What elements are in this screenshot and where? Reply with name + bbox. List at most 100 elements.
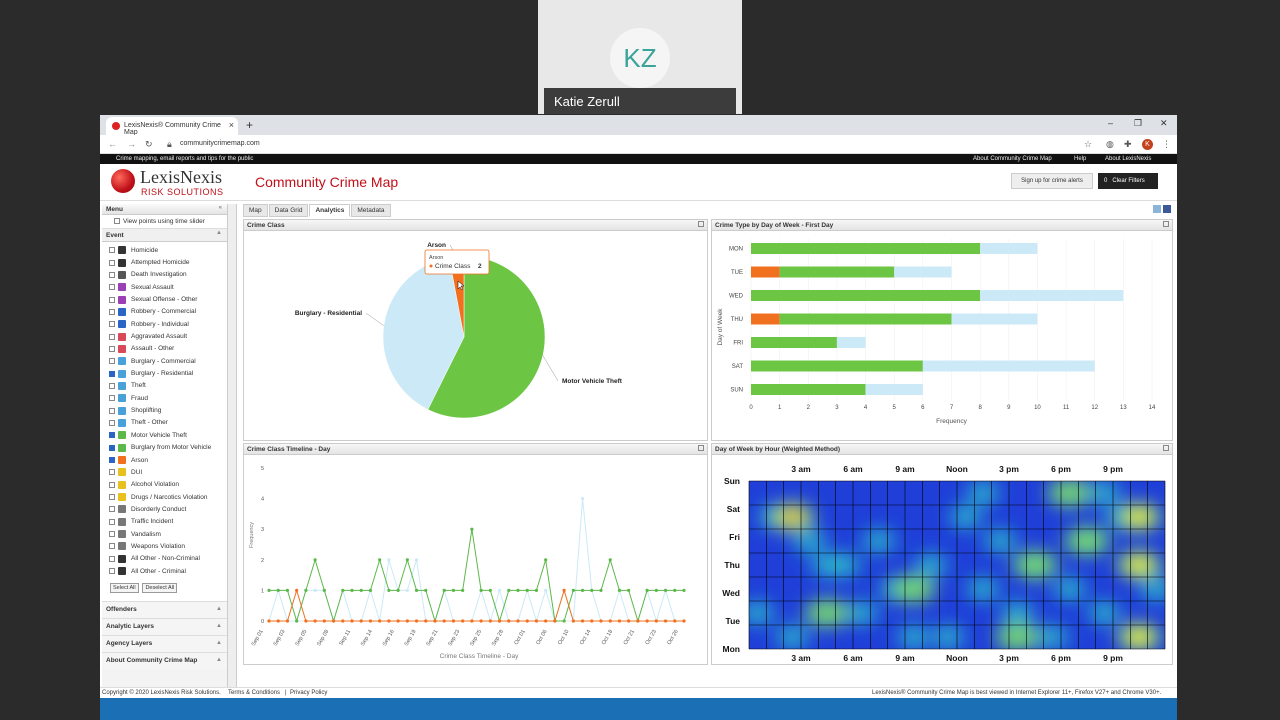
maximize-icon[interactable]	[698, 445, 704, 451]
event-item[interactable]: Motor Vehicle Theft	[102, 429, 227, 441]
section-analytic-layers[interactable]: Analytic Layers ▲	[102, 618, 227, 636]
event-item[interactable]: Attempted Homicide	[102, 256, 227, 268]
maximize-button[interactable]: ❐	[1134, 118, 1143, 128]
event-item[interactable]: Weapons Violation	[102, 540, 227, 552]
event-item[interactable]: Theft	[102, 380, 227, 392]
event-checkbox[interactable]	[109, 407, 115, 414]
deselect-all-button[interactable]: Deselect All	[142, 583, 178, 594]
event-checkbox[interactable]	[109, 432, 115, 439]
event-item[interactable]: Arson	[102, 454, 227, 466]
reload-icon[interactable]: ↻	[145, 139, 153, 149]
event-item[interactable]: Aggravated Assault	[102, 330, 227, 342]
section-offenders[interactable]: Offenders ▲	[102, 601, 227, 619]
privacy-link[interactable]: Privacy Policy	[290, 690, 328, 696]
crime-alerts-button[interactable]: Sign up for crime alerts	[1011, 173, 1093, 189]
event-checkbox[interactable]	[109, 308, 115, 315]
day-hour-heatmap[interactable]: Sun Sat Fri Thu Wed Tue Mon 3 am 3 am 6 am 6 am 9 a…	[712, 455, 1172, 665]
event-checkbox[interactable]	[109, 444, 115, 451]
tab-analytics[interactable]: Analytics	[309, 204, 351, 217]
event-checkbox[interactable]	[109, 284, 115, 291]
event-item[interactable]: Alcohol Violation	[102, 479, 227, 491]
section-about[interactable]: About Community Crime Map ▲	[102, 652, 227, 670]
time-slider-checkbox[interactable]	[114, 218, 120, 225]
browser-menu-icon[interactable]: ⋮	[1162, 139, 1171, 149]
crime-class-pie-chart[interactable]: Motor Vehicle Theft Burglary - Residentia…	[244, 231, 707, 441]
event-checkbox[interactable]	[109, 370, 115, 377]
profile-avatar[interactable]: K	[1142, 139, 1153, 150]
event-checkbox[interactable]	[109, 568, 115, 575]
event-checkbox[interactable]	[109, 481, 115, 488]
tab-data-grid[interactable]: Data Grid	[268, 204, 309, 217]
event-checkbox[interactable]	[109, 506, 115, 513]
puzzle-icon[interactable]: ✚	[1124, 139, 1132, 149]
event-item[interactable]: All Other - Criminal	[102, 565, 227, 577]
tab-metadata[interactable]: Metadata	[351, 204, 391, 217]
link-about-lexisnexis[interactable]: About LexisNexis	[1105, 156, 1152, 162]
email-share-icon[interactable]	[1153, 205, 1161, 213]
event-item[interactable]: Vandalism	[102, 528, 227, 540]
browser-tab[interactable]: LexisNexis® Community Crime Map ×	[106, 117, 238, 136]
event-checkbox[interactable]	[109, 395, 115, 402]
section-agency-layers[interactable]: Agency Layers ▲	[102, 635, 227, 653]
tab-map[interactable]: Map	[243, 204, 268, 217]
event-item[interactable]: Robbery - Commercial	[102, 306, 227, 318]
event-item[interactable]: Traffic Incident	[102, 516, 227, 528]
event-item[interactable]: DUI	[102, 466, 227, 478]
sidebar-scrollbar[interactable]	[228, 204, 237, 688]
terms-link[interactable]: Terms & Conditions	[228, 690, 281, 696]
event-item[interactable]: Burglary - Residential	[102, 367, 227, 379]
collapse-menu-icon[interactable]: «	[218, 205, 222, 211]
facebook-share-icon[interactable]	[1163, 205, 1171, 213]
event-checkbox[interactable]	[109, 345, 115, 352]
event-item[interactable]: Assault - Other	[102, 343, 227, 355]
link-help[interactable]: Help	[1074, 156, 1087, 162]
event-item[interactable]: Fraud	[102, 392, 227, 404]
maximize-icon[interactable]	[1163, 221, 1169, 227]
collapse-event-icon[interactable]: ▲	[216, 230, 222, 236]
event-checkbox[interactable]	[109, 494, 115, 501]
event-checkbox[interactable]	[109, 358, 115, 365]
event-checkbox[interactable]	[109, 518, 115, 525]
event-checkbox[interactable]	[109, 457, 115, 464]
event-checkbox[interactable]	[109, 296, 115, 303]
link-about-ccm[interactable]: About Community Crime Map	[973, 156, 1052, 162]
event-item[interactable]: Sexual Offense - Other	[102, 293, 227, 305]
event-item[interactable]: Theft - Other	[102, 417, 227, 429]
event-item[interactable]: Burglary from Motor Vehicle	[102, 442, 227, 454]
maximize-icon[interactable]	[1163, 445, 1169, 451]
event-item[interactable]: All Other - Non-Criminal	[102, 553, 227, 565]
event-header[interactable]: Event ▲	[102, 229, 227, 242]
event-item[interactable]: Drugs / Narcotics Violation	[102, 491, 227, 503]
event-checkbox[interactable]	[109, 543, 115, 550]
event-checkbox[interactable]	[109, 333, 115, 340]
event-item[interactable]: Robbery - Individual	[102, 318, 227, 330]
event-item[interactable]: Sexual Assault	[102, 281, 227, 293]
event-checkbox[interactable]	[109, 321, 115, 328]
forward-icon[interactable]: →	[127, 139, 136, 149]
url-field[interactable]: communitycrimemap.com	[180, 140, 260, 147]
extension-icon[interactable]: ◍	[1106, 139, 1114, 149]
bookmark-star-icon[interactable]: ☆	[1084, 139, 1093, 149]
event-checkbox[interactable]	[109, 555, 115, 562]
event-checkbox[interactable]	[109, 247, 115, 254]
event-checkbox[interactable]	[109, 271, 115, 278]
close-window-button[interactable]: ✕	[1160, 118, 1168, 128]
back-icon[interactable]: ←	[108, 139, 117, 149]
event-checkbox[interactable]	[109, 259, 115, 266]
minimize-button[interactable]: –	[1108, 118, 1114, 128]
event-checkbox[interactable]	[109, 469, 115, 476]
timeline-line-chart[interactable]: 0 1 2 3 4 5 Sep 01 Sep 03 Sep 05 Sep 08 Sep 11 Sep …	[244, 455, 707, 665]
close-tab-icon[interactable]: ×	[228, 120, 234, 130]
clear-filters-button[interactable]: 0 Clear Filters	[1098, 173, 1158, 189]
day-of-week-bar-chart[interactable]: 0 1 2 3 4 5 6 7 8 9 10 11 12 13 14MONTUEWEDTHUFRISATSU…	[712, 231, 1172, 441]
event-checkbox[interactable]	[109, 382, 115, 389]
event-item[interactable]: Shoplifting	[102, 404, 227, 416]
event-checkbox[interactable]	[109, 531, 115, 538]
event-item[interactable]: Burglary - Commercial	[102, 355, 227, 367]
event-item[interactable]: Death Investigation	[102, 269, 227, 281]
maximize-icon[interactable]	[698, 221, 704, 227]
select-all-button[interactable]: Select All	[110, 583, 139, 594]
new-tab-button[interactable]: +	[246, 118, 254, 132]
time-slider-option[interactable]: View points using time slider	[102, 215, 227, 229]
event-item[interactable]: Homicide	[102, 244, 227, 256]
